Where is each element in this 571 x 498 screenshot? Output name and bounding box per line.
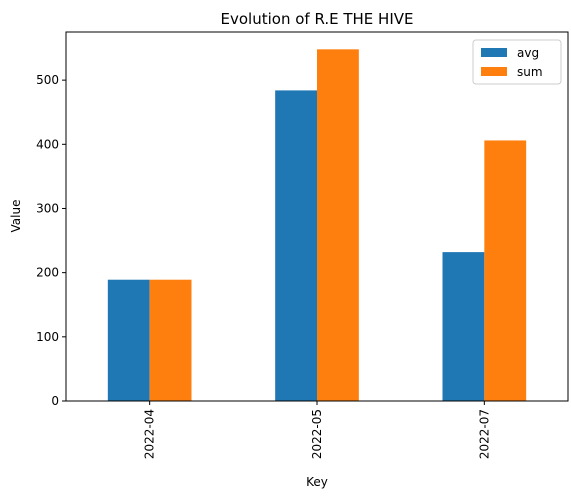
y-axis: 0 100 200 300 400 500 bbox=[36, 73, 66, 408]
x-tick-label: 2022-07 bbox=[477, 409, 491, 459]
chart-title: Evolution of R.E THE HIVE bbox=[221, 10, 414, 28]
legend-label-sum: sum bbox=[517, 65, 543, 79]
x-tick-label: 2022-05 bbox=[310, 409, 324, 459]
y-tick-label: 300 bbox=[36, 201, 59, 215]
y-tick-label: 400 bbox=[36, 137, 59, 151]
bar-sum-2022-07 bbox=[484, 140, 527, 401]
plot-frame bbox=[65, 31, 569, 402]
bar-sum-2022-04 bbox=[149, 279, 192, 401]
y-tick-label: 100 bbox=[36, 330, 59, 344]
bar-avg-2022-07 bbox=[442, 252, 485, 401]
y-tick-label: 200 bbox=[36, 266, 59, 280]
bar-sum-2022-05 bbox=[317, 49, 359, 401]
legend-swatch-sum bbox=[481, 67, 507, 76]
bar-avg-2022-04 bbox=[107, 279, 150, 401]
legend: avg sum bbox=[472, 39, 562, 85]
y-tick-label: 500 bbox=[36, 73, 59, 87]
legend-label-avg: avg bbox=[517, 46, 539, 60]
x-tick-label: 2022-04 bbox=[143, 409, 157, 459]
legend-swatch-avg bbox=[481, 48, 507, 57]
x-axis: 2022-04 2022-05 2022-07 bbox=[143, 401, 491, 459]
x-axis-label: Key bbox=[306, 475, 328, 489]
bar-avg-2022-05 bbox=[275, 90, 317, 402]
y-tick-label: 0 bbox=[51, 394, 59, 408]
bars-group bbox=[107, 49, 527, 402]
y-axis-label: Value bbox=[9, 200, 23, 233]
